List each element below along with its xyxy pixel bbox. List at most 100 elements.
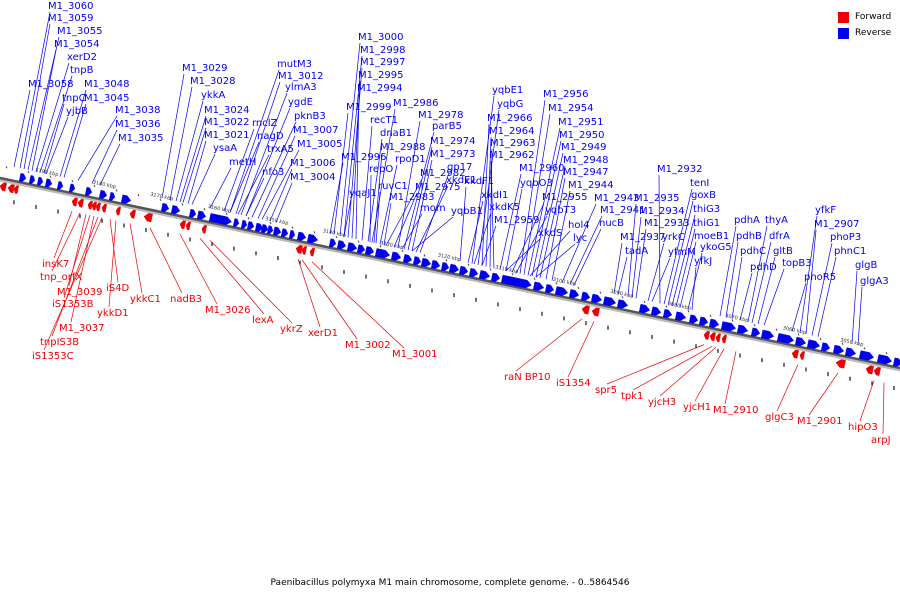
forward-gene-arrow[interactable] <box>71 197 78 207</box>
reverse-gene-label[interactable]: yfmM <box>668 247 696 258</box>
forward-gene-label[interactable]: tnpIS3B <box>40 337 79 348</box>
reverse-gene-arrow[interactable] <box>18 173 27 182</box>
forward-gene-label[interactable]: M1_3039 <box>57 287 102 298</box>
forward-gene-arrow[interactable] <box>91 201 97 211</box>
reverse-gene-label[interactable]: M1_2955 <box>542 192 587 203</box>
reverse-gene-label[interactable]: recT1 <box>370 115 398 126</box>
reverse-gene-label[interactable]: trxA5 <box>267 144 294 155</box>
reverse-gene-label[interactable]: pdhB <box>736 231 762 242</box>
reverse-gene-arrow[interactable] <box>260 224 269 234</box>
reverse-gene-label[interactable]: repO <box>369 164 393 175</box>
forward-gene-label[interactable]: iS1354 <box>556 378 591 389</box>
forward-gene-label[interactable]: ykrZ <box>280 324 303 335</box>
reverse-gene-arrow[interactable] <box>858 350 875 362</box>
reverse-gene-label[interactable]: yqbT3 <box>545 205 576 216</box>
forward-gene-label[interactable]: spr5 <box>595 385 617 396</box>
reverse-gene-label[interactable]: M1_2944 <box>568 180 613 191</box>
reverse-gene-arrow[interactable] <box>346 242 358 253</box>
reverse-gene-label[interactable]: yqbE1 <box>492 85 523 96</box>
reverse-gene-label[interactable]: M1_2978 <box>418 110 463 121</box>
forward-gene-arrow[interactable] <box>95 202 101 212</box>
reverse-gene-label[interactable]: ylmA3 <box>285 82 317 93</box>
reverse-gene-label[interactable]: M1_3054 <box>54 39 99 50</box>
reverse-gene-label[interactable]: hol4 <box>568 220 590 231</box>
reverse-gene-arrow[interactable] <box>246 221 255 231</box>
forward-gene-arrow[interactable] <box>835 359 846 369</box>
reverse-gene-label[interactable]: M1_2997 <box>360 57 405 68</box>
reverse-gene-label[interactable]: M1_3004 <box>290 172 335 183</box>
forward-gene-arrow[interactable] <box>13 185 19 194</box>
reverse-gene-arrow[interactable] <box>844 347 857 358</box>
reverse-gene-label[interactable]: M1_3060 <box>48 1 93 12</box>
reverse-gene-arrow[interactable] <box>500 274 532 289</box>
forward-gene-arrow[interactable] <box>591 307 600 317</box>
reverse-gene-arrow[interactable] <box>708 318 720 329</box>
forward-gene-label[interactable]: ykkC1 <box>130 294 161 305</box>
forward-gene-label[interactable]: glgC3 <box>765 412 794 423</box>
reverse-gene-label[interactable]: M1_3035 <box>118 133 163 144</box>
reverse-gene-arrow[interactable] <box>328 238 337 248</box>
reverse-gene-arrow[interactable] <box>170 205 181 215</box>
forward-gene-label[interactable]: yjcH3 <box>648 397 676 408</box>
forward-gene-label[interactable]: xerD1 <box>308 328 338 339</box>
reverse-gene-arrow[interactable] <box>188 208 197 218</box>
reverse-gene-arrow[interactable] <box>440 262 450 272</box>
reverse-gene-arrow[interactable] <box>254 222 264 232</box>
reverse-gene-label[interactable]: M1_2998 <box>360 45 405 56</box>
reverse-gene-label[interactable]: ysaA <box>213 143 237 154</box>
reverse-gene-label[interactable]: M1_3045 <box>84 93 129 104</box>
reverse-gene-label[interactable]: M1_3055 <box>57 26 102 37</box>
reverse-gene-arrow[interactable] <box>590 293 603 304</box>
reverse-gene-label[interactable]: phnC1 <box>834 246 866 257</box>
reverse-gene-label[interactable]: M1_2982 <box>420 168 465 179</box>
reverse-gene-label[interactable]: pdhA <box>734 215 760 226</box>
reverse-gene-label[interactable]: M1_2951 <box>558 117 603 128</box>
reverse-gene-label[interactable]: M1_2937 <box>620 232 665 243</box>
reverse-gene-arrow[interactable] <box>554 286 569 296</box>
reverse-gene-arrow[interactable] <box>306 233 319 244</box>
reverse-gene-arrow[interactable] <box>876 354 893 365</box>
reverse-gene-label[interactable]: M1_2994 <box>357 83 402 94</box>
reverse-gene-label[interactable]: M1_3007 <box>293 125 338 136</box>
reverse-gene-arrow[interactable] <box>296 231 307 241</box>
reverse-gene-label[interactable]: M1_3059 <box>48 13 93 24</box>
reverse-gene-label[interactable]: phoP3 <box>830 232 861 243</box>
reverse-gene-label[interactable]: M1_3021 <box>204 130 249 141</box>
reverse-gene-label[interactable]: M1_2948 <box>563 155 608 166</box>
reverse-gene-label[interactable]: yqbG <box>497 99 523 110</box>
reverse-gene-label[interactable]: ykoG5 <box>700 242 732 253</box>
reverse-gene-arrow[interactable] <box>364 246 375 256</box>
reverse-gene-arrow[interactable] <box>736 324 749 335</box>
reverse-gene-label[interactable]: M1_2975 <box>415 182 460 193</box>
reverse-gene-label[interactable]: M1_2974 <box>430 136 475 147</box>
reverse-gene-label[interactable]: topB3 <box>782 258 812 269</box>
reverse-gene-label[interactable]: xkdS <box>538 228 562 239</box>
reverse-gene-arrow[interactable] <box>892 357 900 367</box>
reverse-gene-label[interactable]: goxB <box>691 190 716 201</box>
reverse-gene-label[interactable]: thiG1 <box>693 218 720 229</box>
reverse-gene-label[interactable]: M1_2934 <box>639 206 684 217</box>
reverse-gene-label[interactable]: glgB <box>855 260 877 271</box>
reverse-gene-label[interactable]: moeB1 <box>694 231 729 242</box>
reverse-gene-arrow[interactable] <box>760 329 775 340</box>
reverse-gene-label[interactable]: tenI <box>690 178 709 189</box>
reverse-gene-label[interactable]: M1_2932 <box>657 164 702 175</box>
reverse-gene-label[interactable]: rpoD1 <box>395 154 426 165</box>
reverse-gene-arrow[interactable] <box>108 192 116 201</box>
reverse-gene-label[interactable]: pdhD <box>750 262 777 273</box>
forward-gene-label[interactable]: iS1353B <box>52 299 94 310</box>
reverse-gene-arrow[interactable] <box>68 183 76 193</box>
reverse-gene-arrow[interactable] <box>806 339 821 350</box>
reverse-gene-label[interactable]: M1_3048 <box>84 79 129 90</box>
reverse-gene-label[interactable]: nucB <box>599 218 624 229</box>
reverse-gene-label[interactable]: yrkC <box>662 232 685 243</box>
reverse-gene-label[interactable]: M1_3000 <box>358 32 403 43</box>
reverse-gene-arrow[interactable] <box>280 228 289 238</box>
reverse-gene-label[interactable]: xkdI1 <box>481 190 508 201</box>
reverse-gene-arrow[interactable] <box>336 240 347 250</box>
reverse-gene-label[interactable]: lyc <box>573 233 587 244</box>
reverse-gene-label[interactable]: M1_2949 <box>561 142 606 153</box>
reverse-gene-arrow[interactable] <box>698 316 709 326</box>
reverse-gene-arrow[interactable] <box>794 336 807 347</box>
forward-gene-arrow[interactable] <box>309 247 315 257</box>
